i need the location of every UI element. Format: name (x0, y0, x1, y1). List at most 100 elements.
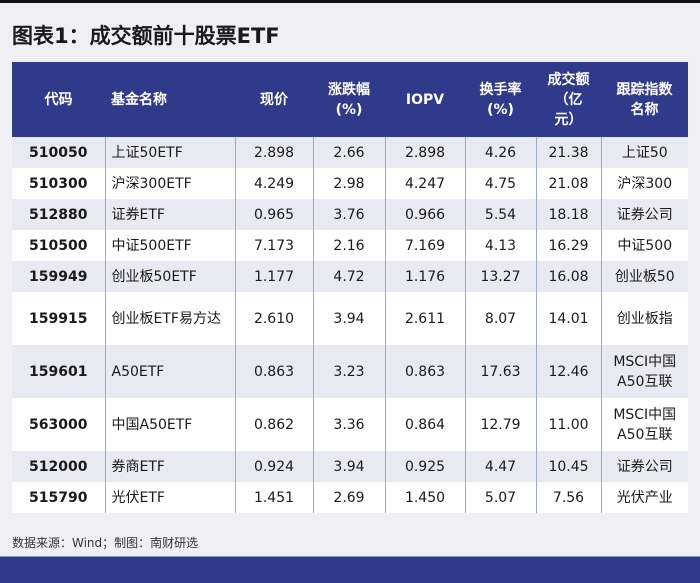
cell-iopv: 7.169 (384, 230, 465, 261)
table-row: 563000 中国A50ETF 0.862 3.36 0.864 12.79 11.00 MS… (12, 398, 688, 451)
cell-iopv: 1.450 (384, 482, 465, 513)
cell-code: 512000 (12, 451, 105, 482)
header-index: 跟踪指数 名称 (601, 62, 688, 137)
table-header-row: 代码 基金名称 现价 涨跌幅 (%) IOPV 换手率 (%) 成交额 （亿 元） 跟踪… (12, 62, 688, 137)
cell-price: 0.924 (234, 451, 313, 482)
cell-turnover: 4.26 (464, 137, 536, 168)
cell-volume: 21.38 (535, 137, 601, 168)
cell-change: 2.98 (312, 168, 385, 199)
cell-price: 1.451 (234, 482, 313, 513)
cell-iopv: 0.864 (384, 398, 465, 451)
figure-title: 图表1：成交额前十股票ETF (12, 24, 280, 48)
cell-price: 4.249 (234, 168, 313, 199)
cell-index: 创业板指 (600, 292, 688, 345)
header-iopv: IOPV (385, 62, 465, 137)
cell-price: 0.862 (234, 398, 313, 451)
cell-name: 沪深300ETF (104, 168, 235, 199)
table-row: 159915 创业板ETF易方达 2.610 3.94 2.611 8.07 14.01 创业… (12, 292, 688, 345)
cell-volume: 11.00 (535, 398, 601, 451)
cell-volume: 14.01 (535, 292, 601, 345)
header-name: 基金名称 (105, 62, 235, 137)
cell-index: 证券公司 (600, 451, 688, 482)
cell-volume: 16.08 (535, 261, 601, 292)
table-row: 159601 A50ETF 0.863 3.23 0.863 17.63 12.46 MSCI… (12, 345, 688, 398)
cell-price: 2.610 (234, 292, 313, 345)
cell-index: 中证500 (600, 230, 688, 261)
cell-turnover: 4.47 (464, 451, 536, 482)
cell-index: 创业板50 (600, 261, 688, 292)
cell-name: 创业板50ETF (104, 261, 235, 292)
table-row: 510300 沪深300ETF 4.249 2.98 4.247 4.75 21.08 沪深3… (12, 168, 688, 199)
cell-change: 3.23 (312, 345, 385, 398)
cell-index: 光伏产业 (600, 482, 688, 513)
cell-turnover: 13.27 (464, 261, 536, 292)
cell-turnover: 5.07 (464, 482, 536, 513)
cell-iopv: 1.176 (384, 261, 465, 292)
cell-iopv: 2.898 (384, 137, 465, 168)
cell-name: 光伏ETF (104, 482, 235, 513)
header-change: 涨跌幅 (%) (313, 62, 385, 137)
cell-code: 159949 (12, 261, 105, 292)
cell-code: 510050 (12, 137, 105, 168)
cell-name: A50ETF (104, 345, 235, 398)
cell-change: 3.94 (312, 451, 385, 482)
header-price: 现价 (235, 62, 313, 137)
table-row: 510050 上证50ETF 2.898 2.66 2.898 4.26 21.38 上证50 (12, 137, 688, 168)
cell-change: 4.72 (312, 261, 385, 292)
cell-price: 1.177 (234, 261, 313, 292)
cell-code: 510300 (12, 168, 105, 199)
cell-code: 510500 (12, 230, 105, 261)
cell-index: MSCI中国A50互联 (600, 345, 688, 398)
cell-name: 券商ETF (104, 451, 235, 482)
cell-volume: 16.29 (535, 230, 601, 261)
table-row: 510500 中证500ETF 7.173 2.16 7.169 4.13 16.29 中证5… (12, 230, 688, 261)
table-row: 512880 证券ETF 0.965 3.76 0.966 5.54 18.18 证券公司 (12, 199, 688, 230)
cell-price: 7.173 (234, 230, 313, 261)
cell-name: 中证500ETF (104, 230, 235, 261)
cell-index: 上证50 (600, 137, 688, 168)
cell-turnover: 5.54 (464, 199, 536, 230)
cell-change: 2.16 (312, 230, 385, 261)
cell-iopv: 0.925 (384, 451, 465, 482)
table-row: 515790 光伏ETF 1.451 2.69 1.450 5.07 7.56 光伏产业 (12, 482, 688, 513)
cell-change: 3.94 (312, 292, 385, 345)
top-border (0, 0, 700, 3)
cell-change: 2.69 (312, 482, 385, 513)
cell-turnover: 8.07 (464, 292, 536, 345)
cell-code: 515790 (12, 482, 105, 513)
cell-code: 512880 (12, 199, 105, 230)
cell-index: 沪深300 (600, 168, 688, 199)
cell-price: 0.863 (234, 345, 313, 398)
cell-name: 上证50ETF (104, 137, 235, 168)
cell-turnover: 4.13 (464, 230, 536, 261)
cell-volume: 21.08 (535, 168, 601, 199)
cell-iopv: 2.611 (384, 292, 465, 345)
cell-name: 创业板ETF易方达 (104, 292, 235, 345)
etf-table: 代码 基金名称 现价 涨跌幅 (%) IOPV 换手率 (%) 成交额 （亿 元） 跟踪… (12, 62, 688, 513)
cell-volume: 7.56 (535, 482, 601, 513)
cell-code: 159601 (12, 345, 105, 398)
cell-turnover: 4.75 (464, 168, 536, 199)
cell-volume: 18.18 (535, 199, 601, 230)
cell-name: 证券ETF (104, 199, 235, 230)
table-row: 512000 券商ETF 0.924 3.94 0.925 4.47 10.45 证券公司 (12, 451, 688, 482)
header-volume: 成交额 （亿 元） (536, 62, 601, 137)
cell-iopv: 4.247 (384, 168, 465, 199)
cell-code: 563000 (12, 398, 105, 451)
cell-price: 0.965 (234, 199, 313, 230)
source-note: 数据来源：Wind；制图：南财研选 (12, 536, 199, 550)
cell-code: 159915 (12, 292, 105, 345)
cell-change: 3.76 (312, 199, 385, 230)
table-row: 159949 创业板50ETF 1.177 4.72 1.176 13.27 16.08 创业… (12, 261, 688, 292)
bottom-bar (0, 556, 700, 583)
header-turnover: 换手率 (%) (465, 62, 536, 137)
cell-name: 中国A50ETF (104, 398, 235, 451)
cell-turnover: 12.79 (464, 398, 536, 451)
cell-volume: 12.46 (535, 345, 601, 398)
header-code: 代码 (12, 62, 105, 137)
cell-iopv: 0.863 (384, 345, 465, 398)
cell-turnover: 17.63 (464, 345, 536, 398)
cell-price: 2.898 (234, 137, 313, 168)
cell-volume: 10.45 (535, 451, 601, 482)
cell-index: 证券公司 (600, 199, 688, 230)
